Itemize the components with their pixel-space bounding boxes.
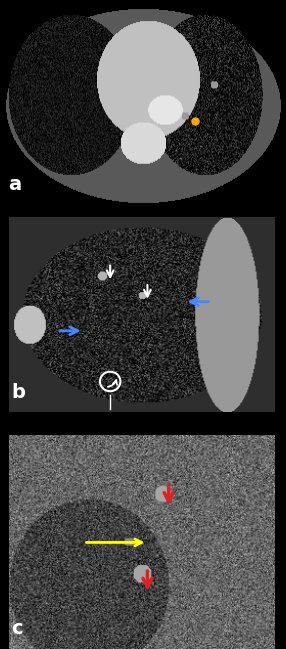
Text: a: a bbox=[9, 175, 22, 194]
Text: c: c bbox=[11, 619, 23, 639]
Text: b: b bbox=[11, 384, 25, 402]
